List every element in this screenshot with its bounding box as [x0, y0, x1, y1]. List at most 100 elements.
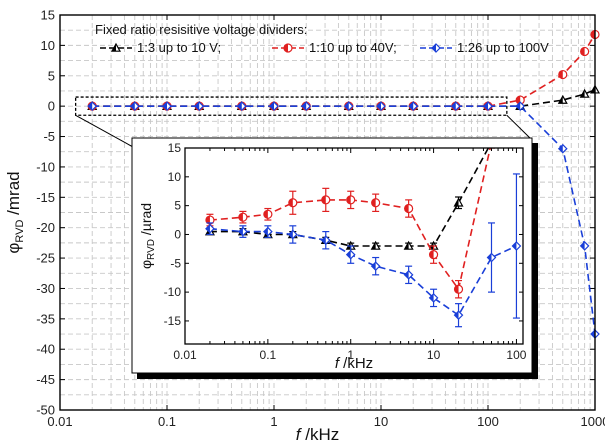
series [87, 29, 601, 339]
inset-x-tick-label: 10 [427, 348, 441, 362]
plot-frame [59, 14, 596, 411]
diamond-marker-fill [238, 227, 243, 236]
y-tick-label: -5 [43, 129, 55, 144]
x-tick-label: 1 [270, 414, 277, 429]
diamond-marker-fill [88, 102, 93, 111]
triangle-marker-fill [580, 90, 585, 98]
circle-marker-fill [288, 198, 293, 207]
circle-marker-fill [238, 213, 243, 222]
inset-y-tick-label: 5 [174, 199, 181, 213]
inset-x-tick-label: 1 [347, 348, 354, 362]
y-tick-label: -10 [36, 159, 55, 174]
y-tick-label: -15 [36, 190, 55, 205]
diamond-marker-fill [237, 102, 242, 111]
diamond-marker-fill [512, 242, 517, 250]
circle-marker-fill [580, 47, 585, 56]
diamond-marker-fill [321, 236, 326, 245]
diamond-marker-fill [377, 102, 381, 111]
series-line-3 [92, 105, 596, 335]
inset-x-axis-label: f /kHz [335, 355, 373, 372]
triangle-marker-fill [558, 96, 563, 104]
diamond-marker-fill [205, 224, 210, 233]
triangle-marker-fill [454, 198, 459, 206]
diamond-marker-fill [484, 102, 488, 111]
triangle-marker-fill [112, 44, 116, 52]
y-axis-label-unit: /mrad [4, 171, 23, 219]
diamond-marker-fill [451, 102, 456, 111]
diamond-marker-fill [270, 102, 274, 111]
diamond-marker-fill [288, 230, 293, 239]
y-axis-label-symbol: φ [4, 243, 23, 254]
diamond-marker-fill [263, 227, 268, 236]
triangle-marker-fill [371, 242, 376, 250]
inset-series-line-1 [209, 148, 490, 247]
inset-x-axis-label-italic: f [335, 355, 341, 372]
inset-x-tick-label: 0.1 [260, 348, 277, 362]
inset-y-axis-label-unit: /µrad [138, 203, 154, 239]
x-tick-label: 0.1 [158, 414, 176, 429]
legend-label-2: 1:10 up to 40V; [309, 40, 397, 55]
diamond-marker-fill [591, 330, 595, 339]
inset-x-tick-label: 0.01 [173, 348, 197, 362]
diamond-marker-fill [580, 241, 585, 250]
y-tick-label: -40 [36, 342, 55, 357]
inset-y-tick-label: -15 [164, 314, 182, 328]
diamond-marker-fill [302, 102, 307, 111]
diamond-marker-fill [371, 262, 376, 271]
circle-marker-fill [558, 70, 563, 79]
diamond-marker-fill [487, 253, 492, 262]
diamond-marker-fill [454, 311, 459, 320]
inset-chart: -15 -10 -5 0 5 10 15 0.01 0.1 1 10 100 f /kHz φRVD /µ… [75, 114, 538, 379]
circle-marker-fill [454, 285, 459, 294]
diamond-marker-fill [429, 293, 434, 302]
y-tick-label: 10 [41, 38, 55, 53]
y-tick-label: -50 [36, 403, 55, 418]
x-axis-label: f /kHz [296, 425, 339, 443]
x-tick-label: 1000 [581, 414, 605, 429]
callout-line [506, 114, 533, 141]
inset-x-tick-label: 100 [506, 348, 526, 362]
y-tick-label: -45 [36, 372, 55, 387]
y-tick-label: 5 [48, 68, 55, 83]
diamond-marker-fill [516, 102, 521, 111]
y-tick-label: -35 [36, 311, 55, 326]
x-tick-label: 0.01 [47, 414, 72, 429]
y-tick-label: 15 [41, 8, 55, 23]
y-axis-label-subscript: RVD [14, 220, 26, 243]
zoom-region-box [74, 96, 508, 116]
y-tick-label: -20 [36, 220, 55, 235]
legend-label-3: 1:26 up to 100V [457, 40, 549, 55]
circle-marker-fill [591, 30, 595, 39]
y-tick-label: -25 [36, 251, 55, 266]
triangle-marker-fill [591, 85, 595, 93]
y-tick-label: 0 [48, 99, 55, 114]
inset-plot-frame [184, 147, 524, 345]
inset-y-tick-label: -5 [170, 256, 181, 270]
legend: Fixed ratio resisitive voltage dividers:… [95, 22, 549, 55]
circle-marker-fill [404, 204, 409, 213]
x-axis-label-italic: f [296, 425, 303, 443]
inset-series-line-3 [209, 227, 517, 317]
inset-series [204, 148, 522, 328]
circle-marker-fill [516, 96, 521, 105]
diamond-marker-fill [163, 102, 167, 111]
circle-marker-fill [346, 195, 351, 204]
diamond-marker-fill [409, 102, 414, 111]
circle-marker-fill [429, 250, 434, 259]
legend-label-1: 1:3 up to 10 V; [137, 40, 221, 55]
inset-y-axis-label-symbol: φ [138, 260, 154, 269]
diamond-marker-fill [432, 44, 436, 52]
diamond-marker-fill [344, 102, 349, 111]
circle-marker-fill [371, 198, 376, 207]
x-tick-label: 100 [477, 414, 499, 429]
circle-marker-fill [205, 216, 210, 225]
x-axis-label-unit: /kHz [301, 425, 340, 443]
x-tick-label: 10 [374, 414, 388, 429]
inset-y-axis-label: φRVD /µrad [138, 203, 157, 269]
legend-title: Fixed ratio resisitive voltage dividers: [95, 22, 307, 37]
circle-marker-fill [284, 44, 288, 52]
circle-marker-fill [321, 195, 326, 204]
diamond-marker-fill [404, 270, 409, 279]
inset-y-tick-label: 15 [168, 141, 182, 155]
